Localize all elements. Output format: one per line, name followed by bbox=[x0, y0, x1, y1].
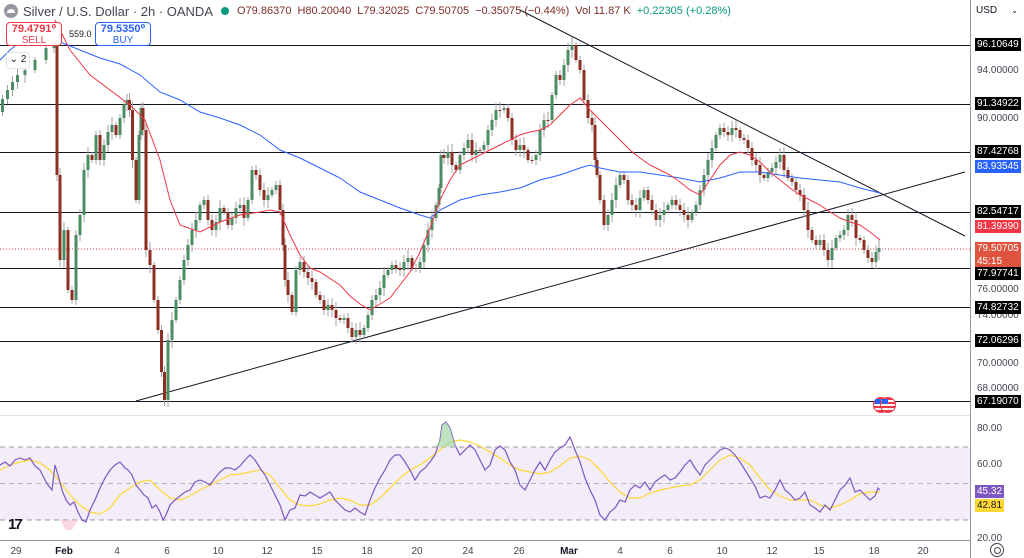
ma200-line bbox=[0, 33, 881, 219]
level-tag[interactable]: 72.06296 bbox=[975, 334, 1021, 347]
spread-value: 559.0 bbox=[69, 29, 92, 39]
x-tick: 15 bbox=[311, 546, 323, 557]
last-price-tag: 79.50705 45:15 bbox=[975, 242, 1021, 268]
level-tag[interactable]: 74.82732 bbox=[975, 301, 1021, 314]
sell-button[interactable]: 79.4791⁰ SELL bbox=[6, 22, 62, 46]
currency-select[interactable]: USD ⌄ bbox=[972, 2, 1022, 20]
rsi-line bbox=[0, 421, 881, 523]
x-tick: Mar bbox=[560, 546, 578, 557]
symbol-title[interactable]: Silver / U.S. Dollar · 2h · OANDA bbox=[23, 3, 213, 19]
x-tick: 15 bbox=[813, 546, 825, 557]
price-series bbox=[1, 34, 881, 407]
rsi-ma-value-tag: 42.81 bbox=[975, 499, 1005, 512]
symbol-legend: Silver / U.S. Dollar · 2h · OANDA O79.86… bbox=[4, 2, 731, 20]
y-tick: 74.00000 bbox=[977, 310, 1019, 321]
y-tick: 90.00000 bbox=[977, 113, 1019, 124]
level-tag[interactable]: 77.97741 bbox=[975, 267, 1021, 280]
rsi-value-tag: 45.32 bbox=[975, 485, 1005, 498]
tradingview-logo-icon[interactable]: 17 bbox=[8, 516, 23, 533]
x-tick: 20 bbox=[917, 546, 929, 557]
sell-price: 79.4791⁰ bbox=[11, 23, 57, 35]
ma50-line bbox=[54, 19, 881, 311]
x-tick: 26 bbox=[513, 546, 525, 557]
y-tick: 76.00000 bbox=[977, 284, 1019, 295]
currency-label: USD bbox=[976, 5, 998, 16]
x-tick: Feb bbox=[55, 546, 73, 557]
indicators-toggle-button[interactable]: ⌄ 2 bbox=[6, 52, 30, 69]
y-tick: 94.00000 bbox=[977, 65, 1019, 76]
level-tag[interactable]: 96.10649 bbox=[975, 38, 1021, 51]
rsi-tick: 80.00 bbox=[977, 423, 1003, 434]
trendline-descending[interactable] bbox=[519, 9, 966, 237]
buy-label: BUY bbox=[112, 35, 134, 46]
x-tick: 18 bbox=[361, 546, 373, 557]
level-tag[interactable]: 82.54717 bbox=[975, 205, 1021, 218]
chevron-down-icon: ⌄ bbox=[1011, 6, 1018, 15]
bar-countdown: 45:15 bbox=[977, 256, 1003, 267]
y-tick: 68.00000 bbox=[977, 383, 1019, 394]
x-tick: 10 bbox=[716, 546, 728, 557]
rsi-tick: 60.00 bbox=[977, 459, 1003, 470]
level-tag[interactable]: 91.34922 bbox=[975, 97, 1021, 110]
ma200-tag: 83.93545 bbox=[975, 160, 1021, 173]
low-value: L79.32025 bbox=[357, 5, 410, 17]
x-tick: 24 bbox=[462, 546, 474, 557]
us-flag-event-icon[interactable] bbox=[880, 397, 896, 413]
volume-change-value: +0.22305 (+0.28%) bbox=[636, 5, 731, 17]
rsi-oversold-fill bbox=[60, 520, 78, 530]
trendlines[interactable] bbox=[135, 9, 966, 402]
trendline-ascending[interactable] bbox=[135, 171, 966, 402]
sell-label: SELL bbox=[21, 35, 47, 46]
y-tick: 70.00000 bbox=[977, 358, 1019, 369]
rsi-ma-line bbox=[0, 439, 880, 515]
x-tick: 6 bbox=[667, 546, 673, 557]
x-tick: 4 bbox=[114, 546, 120, 557]
level-tag[interactable]: 67.19070 bbox=[975, 395, 1021, 408]
silver-logo-icon bbox=[4, 4, 18, 18]
market-open-icon bbox=[221, 7, 229, 15]
x-tick: 12 bbox=[766, 546, 778, 557]
x-tick: 12 bbox=[261, 546, 273, 557]
rsi-overbought-fill bbox=[435, 422, 456, 447]
close-value: C79.50705 bbox=[415, 5, 470, 17]
ma50-tag: 81.39390 bbox=[975, 220, 1021, 233]
x-tick: 10 bbox=[212, 546, 224, 557]
buy-price: 79.5350⁰ bbox=[100, 23, 146, 35]
x-tick: 20 bbox=[411, 546, 423, 557]
open-value: O79.86370 bbox=[237, 5, 292, 17]
last-price-value: 79.50705 bbox=[977, 243, 1019, 254]
gear-icon[interactable] bbox=[990, 543, 1004, 557]
change-value: −0.35075 (−0.44%) bbox=[475, 5, 570, 17]
volume-value: Vol 11.87 K bbox=[575, 5, 631, 17]
high-value: H80.20040 bbox=[297, 5, 352, 17]
x-tick: 18 bbox=[868, 546, 880, 557]
x-tick: 6 bbox=[164, 546, 170, 557]
level-tag[interactable]: 87.42768 bbox=[975, 145, 1021, 158]
x-tick: 4 bbox=[617, 546, 623, 557]
x-tick: 29 bbox=[10, 546, 22, 557]
buy-button[interactable]: 79.5350⁰ BUY bbox=[95, 22, 151, 46]
rsi-band bbox=[0, 447, 970, 520]
rsi-tick: 20.00 bbox=[977, 533, 1003, 544]
